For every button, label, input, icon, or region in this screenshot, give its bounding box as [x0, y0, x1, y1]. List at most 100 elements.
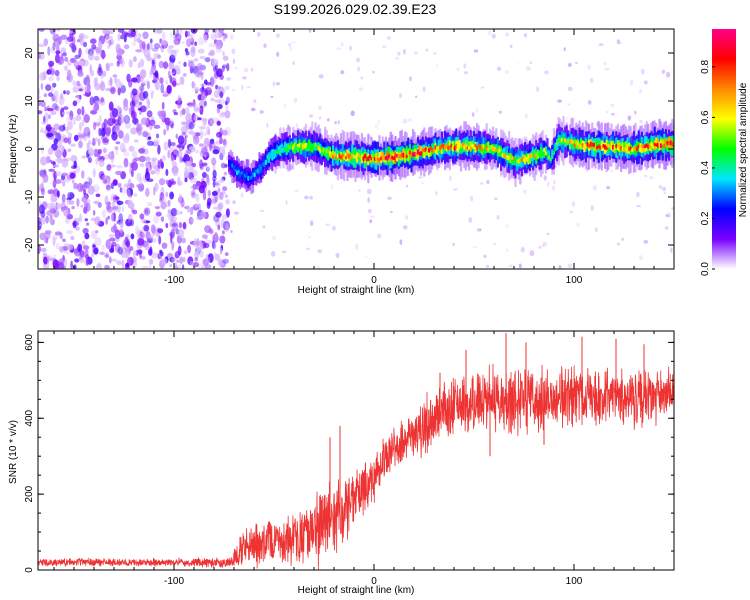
heatmap-noise-cell [661, 69, 666, 75]
heatmap-noise-cell [98, 127, 102, 137]
heatmap-track-cell [413, 151, 416, 157]
heatmap-noise-cell [150, 224, 156, 234]
heatmap-noise-cell [103, 118, 108, 128]
heatmap-noise-cell [82, 183, 88, 191]
heatmap-noise-cell [81, 170, 85, 179]
heatmap-noise-cell [64, 56, 69, 62]
colorbar-ticks: 0.0 0.2 0.4 0.6 0.8 [700, 60, 715, 276]
heatmap-noise-cell [141, 226, 145, 232]
heatmap-noise-cell [138, 148, 146, 154]
heatmap-noise-cell [38, 220, 42, 231]
heatmap-noise-cell [349, 45, 352, 51]
heatmap-noise-cell [169, 263, 173, 268]
heatmap-noise-cell [226, 63, 230, 72]
heatmap-noise-cell [177, 176, 181, 186]
heatmap-noise-cell [218, 146, 226, 154]
heatmap-track-cell [469, 146, 472, 151]
heatmap-noise-cell [170, 32, 173, 39]
heatmap-noise-cell [214, 99, 221, 104]
heatmap-noise-cell [194, 149, 200, 154]
heatmap-noise-cell [220, 191, 226, 195]
heatmap-noise-cell [40, 186, 45, 196]
heatmap-track-cell [535, 152, 538, 157]
heatmap-noise-cell [73, 59, 79, 68]
heatmap-noise-cell [161, 242, 168, 249]
heatmap-track-cell [520, 157, 523, 163]
heatmap-track-cell [264, 159, 267, 165]
heatmap-noise-cell [95, 137, 98, 142]
heatmap-track-cell [474, 143, 477, 148]
heatmap-noise-cell [104, 126, 112, 135]
heatmap-noise-cell [142, 131, 149, 138]
heatmap-noise-cell [184, 160, 192, 167]
heatmap-noise-cell [127, 188, 131, 198]
heatmap-noise-cell [177, 104, 182, 108]
heatmap-noise-cell [85, 256, 89, 266]
heatmap-noise-cell [141, 265, 149, 269]
heatmap-noise-cell [99, 81, 106, 92]
heatmap-noise-cell [101, 244, 105, 251]
heatmap-noise-cell [355, 57, 361, 63]
heatmap-noise-cell [55, 242, 60, 250]
heatmap-track-cell [344, 156, 347, 160]
heatmap-noise-cell [119, 34, 125, 40]
heatmap-noise-cell [52, 82, 57, 88]
heatmap-noise-cell [494, 197, 498, 200]
heatmap-noise-cell [62, 238, 66, 243]
heatmap-noise-cell [78, 140, 83, 149]
heatmap-track-cell [247, 175, 250, 181]
heatmap-noise-cell [49, 159, 53, 163]
heatmap-noise-cell [202, 191, 207, 201]
heatmap-track-cell [420, 151, 423, 157]
heatmap-noise-cell [78, 47, 82, 58]
heatmap-noise-cell [101, 174, 108, 185]
heatmap-noise-cell [81, 106, 85, 116]
heatmap-noise-cell [114, 229, 121, 240]
heatmap-track-cell [624, 147, 627, 151]
heatmap-noise-cell [156, 54, 162, 59]
heatmap-noise-cell [464, 71, 468, 75]
heatmap-noise-cell [118, 130, 124, 139]
heatmap-noise-cell [124, 32, 132, 38]
heatmap-track-cell [408, 150, 411, 155]
heatmap-track-cell [498, 148, 501, 153]
heatmap-track-cell [364, 153, 367, 159]
heatmap-noise-cell [147, 80, 150, 90]
heatmap-noise-cell [40, 247, 47, 253]
heatmap-noise-cell [61, 158, 67, 162]
snr-xtick-label: 100 [566, 576, 583, 587]
heatmap-noise-cell [83, 76, 91, 82]
heatmap-noise-cell [529, 250, 535, 257]
heatmap-noise-cell [79, 185, 85, 192]
heatmap-noise-cell [167, 150, 170, 159]
heatmap-noise-cell [92, 246, 99, 254]
heatmap-noise-cell [55, 149, 62, 158]
heatmap-noise-cell [154, 182, 159, 192]
heatmap-noise-cell [170, 49, 177, 59]
heatmap-noise-cell [65, 111, 70, 115]
heatmap-noise-cell [79, 122, 82, 132]
heatmap-noise-cell [219, 91, 224, 99]
heatmap-noise-cell [206, 166, 210, 171]
heatmap-noise-cell [241, 84, 244, 91]
heatmap-noise-cell [78, 88, 83, 92]
heatmap-noise-cell [374, 124, 378, 129]
heatmap-noise-cell [389, 210, 393, 213]
heatmap-noise-cell [73, 160, 77, 169]
heatmap-noise-cell [179, 110, 183, 117]
heatmap-noise-cell [69, 42, 75, 48]
heatmap-noise-cell [93, 55, 100, 61]
heatmap-noise-cell [199, 83, 207, 87]
heatmap-noise-cell [38, 225, 41, 231]
heatmap-track-cell [552, 150, 555, 155]
heatmap-noise-cell [222, 64, 228, 69]
heatmap-noise-cell [202, 171, 207, 179]
heatmap-noise-cell [169, 191, 175, 200]
heatmap-noise-cell [79, 213, 83, 223]
heatmap-noise-cell [90, 38, 97, 44]
heatmap-noise-cell [179, 256, 184, 264]
heatmap-track-cell [546, 153, 549, 158]
heatmap-noise-cell [189, 33, 194, 43]
heatmap-noise-cell [224, 110, 231, 119]
spectrogram-ytick-label: 0 [24, 146, 35, 152]
